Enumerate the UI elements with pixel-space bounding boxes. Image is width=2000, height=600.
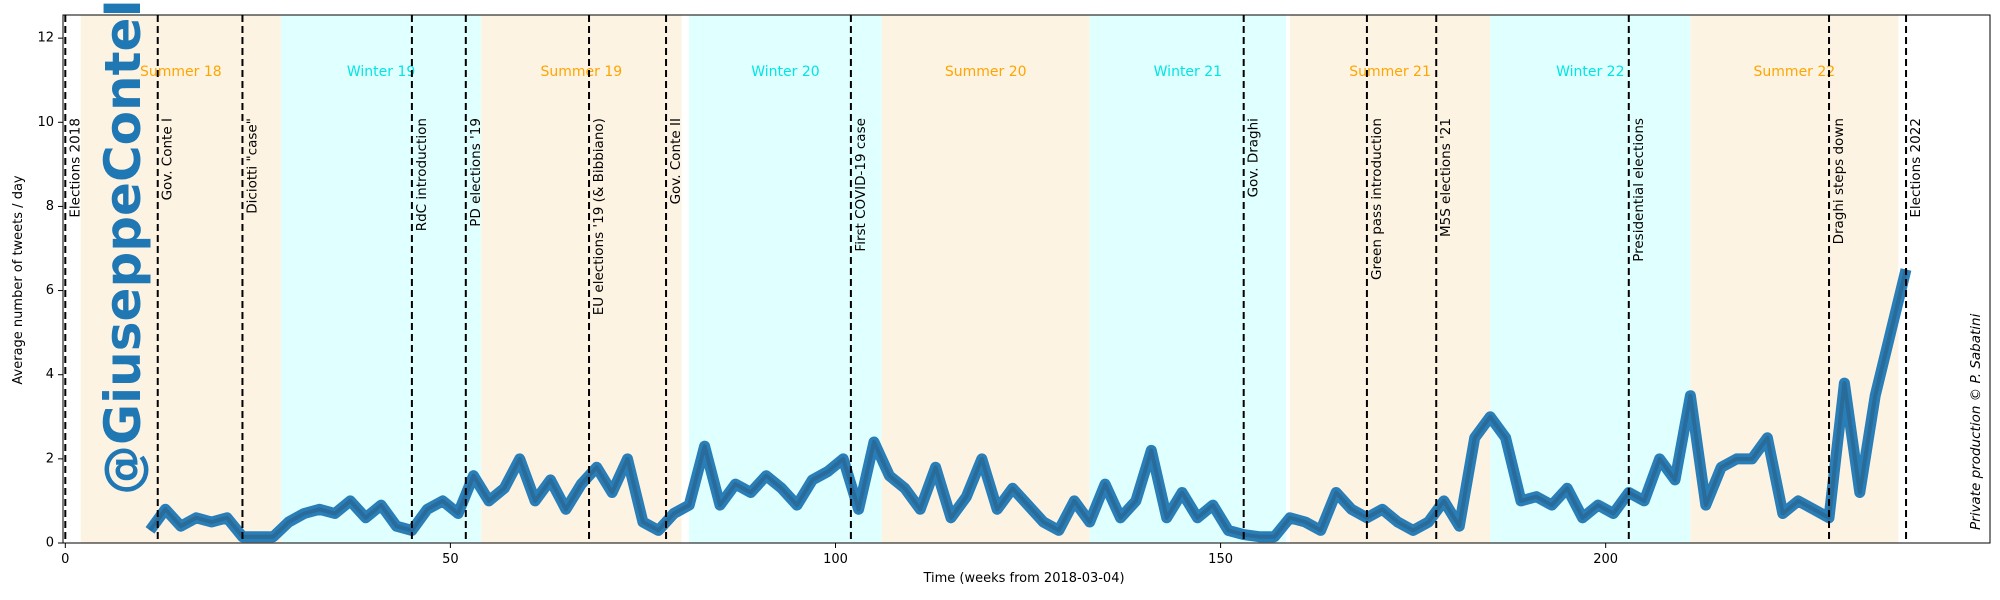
period-label: Winter 19 [347, 64, 415, 80]
period-label: Summer 19 [540, 64, 622, 80]
period-label: Winter 21 [1154, 64, 1222, 80]
period-label: Winter 22 [1556, 64, 1624, 80]
period-band [1289, 15, 1491, 543]
x-axis-label: Time (weeks from 2018-03-04) [922, 571, 1124, 586]
x-tick-label: 100 [823, 552, 848, 567]
event-label: Diciotti "case" [244, 118, 260, 214]
period-label: Summer 21 [1349, 64, 1431, 80]
plot-frame [62, 14, 1991, 544]
y-tick-label: 12 [37, 31, 54, 46]
period-band [689, 15, 882, 543]
period-label: Winter 20 [751, 64, 819, 80]
period-label: Summer 18 [140, 64, 222, 80]
period-band [481, 15, 682, 543]
x-tick-label: 0 [61, 552, 69, 567]
event-label: Elections 2022 [1908, 118, 1924, 218]
event-label: Gov. Conte I [160, 118, 176, 200]
event-label: PD elections '19 [468, 118, 484, 227]
watermark: @GiuseppeConteIT [94, 0, 152, 495]
y-tick-label: 8 [46, 199, 54, 214]
event-label: Draghi steps down [1831, 118, 1847, 244]
event-label: RdC introduction [414, 118, 430, 231]
period-band [280, 15, 482, 543]
event-label: Elections 2018 [67, 118, 83, 218]
y-tick-label: 2 [46, 451, 54, 466]
period-label: Summer 22 [1754, 64, 1836, 80]
x-tick-label: 50 [442, 552, 459, 567]
x-tick-label: 150 [1208, 552, 1233, 567]
event-label: M5S elections '21 [1438, 118, 1454, 237]
event-label: EU elections '19 (& Bibbiano) [591, 118, 607, 315]
period-label: Summer 20 [945, 64, 1027, 80]
event-label: Gov. Conte II [668, 118, 684, 204]
data-line-core [148, 269, 1908, 539]
period-band [881, 15, 1090, 543]
period-band [80, 15, 281, 543]
event-label: First COVID-19 case [853, 118, 869, 252]
y-tick-label: 10 [37, 115, 54, 130]
y-tick-label: 0 [46, 536, 54, 551]
credit: Private production © P. Sabatini [1968, 313, 1984, 530]
period-band [1089, 15, 1287, 543]
x-tick-label: 200 [1593, 552, 1618, 567]
y-axis-label: Average number of tweets / day [11, 175, 26, 385]
event-label: Gov. Draghi [1246, 118, 1262, 197]
y-tick-label: 4 [46, 367, 54, 382]
event-label: Presidential elections [1631, 118, 1647, 262]
event-label: Green pass introduction [1369, 118, 1385, 280]
y-tick-label: 6 [46, 283, 54, 298]
